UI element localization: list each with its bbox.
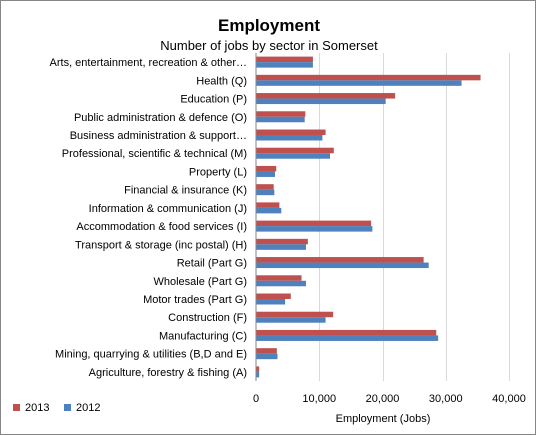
x-tick-label: 20,000 xyxy=(366,393,400,405)
bar-2012 xyxy=(256,371,260,378)
category-label: Education (P) xyxy=(180,94,247,106)
gridlines xyxy=(319,53,510,381)
bar-2013 xyxy=(256,275,302,281)
bar-2012 xyxy=(256,62,313,68)
legend-swatch-2013 xyxy=(13,404,20,411)
bar-2012 xyxy=(256,80,462,86)
legend: 2013 2012 xyxy=(13,402,100,414)
chart-subtitle: Number of jobs by sector in Somerset xyxy=(160,38,378,53)
bar-2013 xyxy=(256,184,274,190)
bar-2013 xyxy=(256,129,326,135)
bar-2012 xyxy=(256,135,323,141)
bar-2013 xyxy=(256,56,313,63)
category-label: Information & communication (J) xyxy=(89,203,247,215)
bar-2013 xyxy=(256,311,334,318)
bar-2013 xyxy=(256,147,334,154)
bar-2012 xyxy=(256,299,286,305)
bar-2012 xyxy=(256,226,373,232)
category-labels: Arts, entertainment, recreation & other…… xyxy=(50,57,247,379)
bar-2013 xyxy=(256,329,437,336)
category-label: Business administration & support… xyxy=(70,130,247,142)
bar-2013 xyxy=(256,293,291,299)
bar-2013 xyxy=(256,111,306,117)
bars xyxy=(256,56,481,378)
category-label: Motor trades (Part G) xyxy=(143,294,247,306)
legend-swatch-2012 xyxy=(64,404,71,411)
category-label: Agriculture, forestry & fishing (A) xyxy=(89,367,247,379)
category-label: Financial & insurance (K) xyxy=(124,185,247,197)
chart-title: Employment xyxy=(218,16,320,35)
bar-2012 xyxy=(256,353,278,360)
bar-2012 xyxy=(256,171,275,177)
category-label: Wholesale (Part G) xyxy=(153,276,247,288)
bar-2012 xyxy=(256,335,439,341)
bar-2012 xyxy=(256,317,326,323)
legend-label-2012: 2012 xyxy=(76,402,100,414)
category-label: Retail (Part G) xyxy=(177,258,247,270)
x-tick-label: 30,000 xyxy=(429,393,463,405)
bar-2012 xyxy=(256,280,306,287)
x-tick-label: 0 xyxy=(253,393,259,405)
category-label: Manufacturing (C) xyxy=(159,330,247,342)
category-label: Accommodation & food services (I) xyxy=(76,221,247,233)
x-tick-label: 10,000 xyxy=(302,393,336,405)
bar-2013 xyxy=(256,202,280,208)
bar-2013 xyxy=(256,220,372,227)
bar-2012 xyxy=(256,116,305,123)
x-axis-title: Employment (Jobs) xyxy=(336,413,431,425)
bar-2013 xyxy=(256,93,396,99)
bar-2012 xyxy=(256,153,330,159)
bar-2013 xyxy=(256,366,260,372)
bar-2012 xyxy=(256,262,429,269)
x-tick-label: 40,000 xyxy=(492,393,526,405)
category-label: Construction (F) xyxy=(168,312,247,324)
category-label: Mining, quarrying & utilities (B,D and E… xyxy=(55,349,247,361)
bar-2013 xyxy=(256,165,277,172)
category-label: Transport & storage (inc postal) (H) xyxy=(75,239,247,251)
bar-2013 xyxy=(256,238,308,245)
category-label: Health (Q) xyxy=(196,75,247,87)
category-label: Public administration & defence (O) xyxy=(74,112,247,124)
legend-label-2013: 2013 xyxy=(25,402,49,414)
x-tick-labels: 0 10,000 20,000 30,000 40,000 xyxy=(253,393,526,405)
category-label: Property (L) xyxy=(189,166,247,178)
bar-2012 xyxy=(256,244,306,250)
category-label: Professional, scientific & technical (M) xyxy=(62,148,247,160)
bar-2012 xyxy=(256,207,282,214)
bar-2013 xyxy=(256,257,424,263)
bar-2012 xyxy=(256,189,275,196)
bar-2013 xyxy=(256,348,277,354)
category-label: Arts, entertainment, recreation & other… xyxy=(50,57,247,69)
bar-2012 xyxy=(256,98,386,105)
bar-2013 xyxy=(256,74,481,81)
